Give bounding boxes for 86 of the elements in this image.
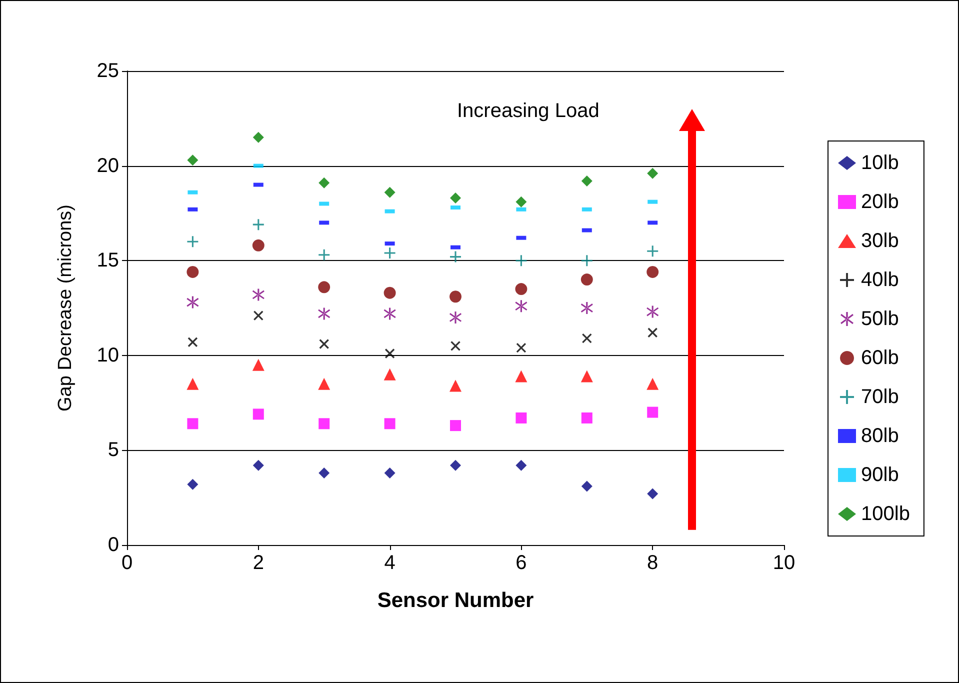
point [516,342,526,353]
x-axis-title: Sensor Number [377,589,534,612]
x-tick-label: 10 [772,552,796,574]
point [318,249,330,260]
point [252,408,264,420]
point [318,378,330,390]
legend-label: 90lb [861,464,899,486]
point [581,412,592,424]
point [384,418,396,430]
point [384,368,396,380]
point [647,406,658,418]
point [450,251,461,262]
point [646,306,659,318]
point [187,154,198,166]
point [384,308,396,320]
point [516,412,527,424]
point [252,132,264,143]
point [318,418,330,430]
point [318,177,330,188]
x-tick-label: 4 [384,552,396,574]
point [580,274,593,286]
point [188,337,198,347]
point [252,460,264,471]
point [252,239,264,252]
legend-label: 70lb [861,386,899,408]
legend-label: 50lb [861,308,899,330]
x-tick-label: 2 [252,552,264,574]
point [186,296,199,308]
point [319,339,329,349]
point [581,175,592,186]
point [580,302,593,314]
point [318,467,330,478]
point [450,192,461,204]
legend-label: 20lb [861,191,899,213]
legend-label: 80lb [861,425,899,447]
point [252,219,264,230]
y-tick-label: 15 [96,250,119,272]
y-tick-label: 25 [96,60,119,82]
point [516,460,527,471]
legend-label: 10lb [861,152,899,174]
y-tick-label: 5 [108,439,119,462]
point [254,310,264,320]
point [186,378,199,390]
legend-label: 40lb [861,269,899,291]
point [516,196,527,208]
point [318,281,330,294]
point [646,378,659,390]
point [450,420,461,432]
point [384,286,396,299]
point [384,186,396,198]
y-axis-title: Gap Decrease (microns) [55,204,76,412]
x-tick-label: 0 [121,552,133,574]
point [318,308,330,320]
point [450,341,460,351]
y-tick-label: 0 [108,534,119,556]
point [515,370,528,382]
point [647,168,658,179]
legend-label: 30lb [861,230,899,252]
point [581,255,592,266]
point [450,290,462,303]
legend-label: 100lb [861,503,910,525]
point [450,380,462,392]
point [646,266,659,278]
point [384,248,396,259]
point [580,370,593,382]
point [384,467,396,478]
point [187,478,198,490]
point [187,236,198,248]
y-tick-label: 10 [96,344,119,366]
point [515,283,528,296]
point [186,266,199,278]
point [647,488,658,500]
point [647,246,658,257]
point [515,300,528,312]
annotation: Increasing Load [457,100,600,122]
point [187,418,198,430]
point [581,480,592,492]
point [252,358,264,371]
point [252,288,264,301]
x-tick-label: 6 [516,552,527,574]
point [450,460,461,471]
point [450,311,462,324]
legend-label: 60lb [861,347,899,369]
point [516,255,527,266]
x-tick-label: 8 [647,552,658,574]
y-tick-label: 20 [96,154,119,177]
